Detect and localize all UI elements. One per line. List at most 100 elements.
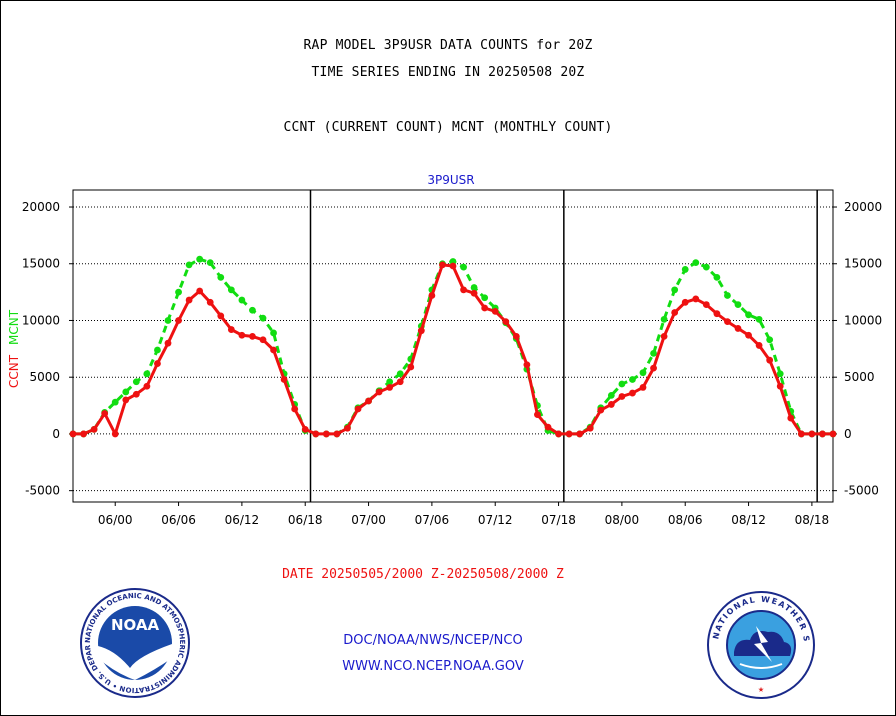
point-ccnt xyxy=(660,332,668,340)
y-tick-label-right: 5000 xyxy=(844,370,875,384)
day-boundaries xyxy=(309,190,818,502)
point-mcnt xyxy=(481,294,489,302)
point-mcnt xyxy=(776,370,784,378)
y-tick-label-left: 5000 xyxy=(29,370,60,384)
point-mcnt xyxy=(734,301,742,308)
point-mcnt xyxy=(470,284,478,291)
title-line-1: RAP MODEL 3P9USR DATA COUNTS for 20Z xyxy=(303,38,593,53)
axis-ticks: 20000 20000 15000 15000 10000 10000 5000 5000 0 0… xyxy=(22,200,882,527)
x-tick-label: 06/12 xyxy=(225,513,260,527)
noaa-bird-icon xyxy=(98,644,172,680)
point-ccnt xyxy=(280,376,288,383)
point-ccnt xyxy=(491,307,499,315)
x-tick-label: 07/00 xyxy=(351,513,386,527)
point-mcnt xyxy=(702,263,710,271)
point-ccnt xyxy=(80,430,87,438)
plot-frame xyxy=(72,189,834,503)
series-line-mcnt xyxy=(73,257,833,436)
series-layer xyxy=(69,255,837,438)
point-ccnt xyxy=(185,296,193,304)
point-ccnt xyxy=(565,430,573,438)
point-ccnt xyxy=(417,327,425,335)
tornado-icon xyxy=(739,663,783,669)
point-ccnt xyxy=(217,312,225,320)
point-ccnt xyxy=(227,326,235,333)
point-ccnt xyxy=(702,301,710,308)
point-ccnt xyxy=(270,346,277,354)
lightning-icon xyxy=(754,626,772,662)
point-mcnt xyxy=(164,317,172,324)
point-mcnt xyxy=(185,261,193,269)
point-ccnt xyxy=(766,356,774,364)
point-ccnt xyxy=(724,318,731,326)
point-ccnt xyxy=(154,360,161,367)
point-ccnt xyxy=(386,384,394,391)
point-ccnt xyxy=(544,423,552,431)
point-ccnt xyxy=(713,310,721,318)
point-ccnt xyxy=(354,405,362,413)
point-mcnt xyxy=(660,315,668,323)
point-mcnt xyxy=(681,266,689,273)
point-ccnt xyxy=(206,298,214,306)
point-ccnt xyxy=(523,361,531,369)
series-line-ccnt xyxy=(73,263,833,436)
y-tick-label-right: 20000 xyxy=(844,200,882,214)
point-ccnt xyxy=(597,406,605,414)
x-tick-label: 07/12 xyxy=(478,513,513,527)
x-tick-label: 08/12 xyxy=(731,513,766,527)
point-mcnt xyxy=(259,314,267,322)
noaa-logo: NATIONAL OCEANIC AND ATMOSPHERIC ADMINIS… xyxy=(80,588,190,698)
x-tick-label: 06/06 xyxy=(161,513,196,527)
y-tick-label-right: 0 xyxy=(844,427,852,441)
y-tick-label-left: 20000 xyxy=(22,200,60,214)
point-mcnt xyxy=(629,376,636,383)
point-ccnt xyxy=(249,332,256,340)
point-ccnt xyxy=(143,382,151,390)
point-ccnt xyxy=(428,292,436,299)
point-ccnt xyxy=(322,430,330,438)
point-ccnt xyxy=(291,405,299,413)
point-ccnt xyxy=(745,331,752,339)
y-tick-label-left: -5000 xyxy=(25,484,60,498)
x-tick-label: 08/06 xyxy=(668,513,703,527)
y-tick-label-right: 10000 xyxy=(844,313,882,327)
footer-url[interactable]: WWW.NCO.NCEP.NOAA.GOV xyxy=(342,659,524,674)
point-mcnt xyxy=(766,336,774,344)
point-ccnt xyxy=(365,397,372,405)
point-ccnt xyxy=(481,304,489,312)
point-ccnt xyxy=(607,401,615,408)
noaa-logo-text: NOAA xyxy=(111,616,160,634)
point-ccnt xyxy=(132,390,140,398)
point-ccnt xyxy=(312,430,320,438)
point-ccnt xyxy=(555,430,562,438)
point-mcnt xyxy=(639,369,647,377)
x-tick-label: 07/18 xyxy=(541,513,576,527)
point-mcnt xyxy=(132,378,140,386)
point-mcnt xyxy=(249,306,256,314)
x-tick-label: 06/18 xyxy=(288,513,323,527)
point-mcnt xyxy=(206,259,214,267)
point-ccnt xyxy=(534,411,541,419)
point-mcnt xyxy=(692,259,700,267)
nws-logo: NATIONAL WEATHER SERVICE ★ xyxy=(706,590,815,699)
point-ccnt xyxy=(164,339,172,347)
point-mcnt xyxy=(143,370,151,378)
point-ccnt xyxy=(449,262,457,270)
y-tick-label-left: 0 xyxy=(52,427,60,441)
point-ccnt xyxy=(259,336,267,344)
point-ccnt xyxy=(829,430,837,438)
title-line-2: TIME SERIES ENDING IN 20250508 20Z xyxy=(311,65,585,80)
point-mcnt xyxy=(122,388,130,396)
point-mcnt xyxy=(111,398,119,406)
point-ccnt xyxy=(344,424,351,432)
point-mcnt xyxy=(460,263,467,271)
title-line-3: CCNT (CURRENT COUNT) MCNT (MONTHLY COUNT… xyxy=(283,120,613,135)
point-ccnt xyxy=(734,325,742,332)
point-ccnt xyxy=(639,384,647,391)
x-tick-label: 07/06 xyxy=(415,513,450,527)
point-ccnt xyxy=(650,364,657,372)
point-ccnt xyxy=(576,430,584,438)
point-ccnt xyxy=(407,363,415,371)
point-mcnt xyxy=(154,346,161,354)
